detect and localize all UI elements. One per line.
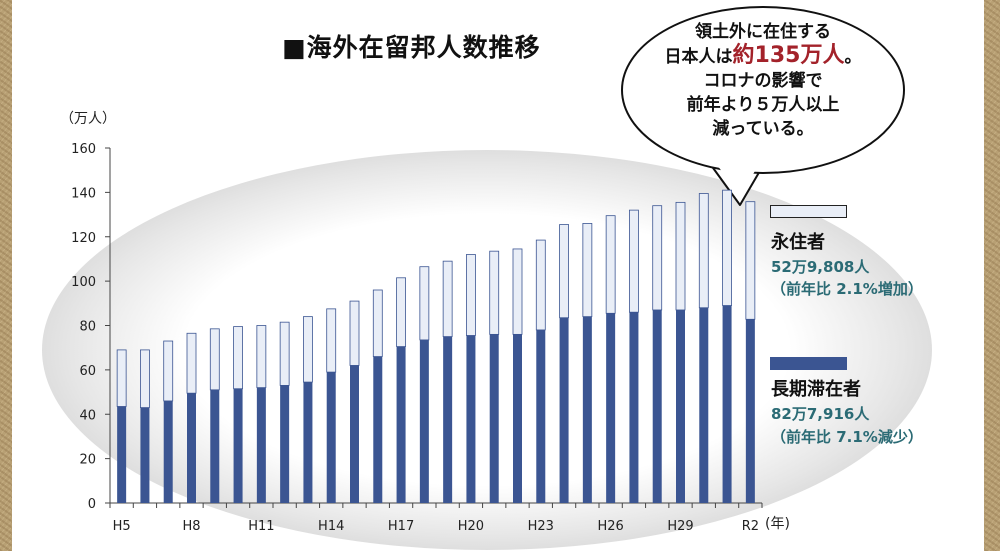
bar-long-term bbox=[233, 388, 243, 503]
bar-long-term bbox=[606, 313, 616, 503]
speech-bubble-join bbox=[706, 146, 770, 196]
bar-permanent bbox=[559, 224, 569, 319]
bar-permanent bbox=[535, 239, 546, 331]
callout-line-2: 日本人は約135万人。 bbox=[664, 43, 862, 68]
bar-permanent bbox=[233, 326, 243, 390]
y-tick-label: 80 bbox=[79, 320, 96, 335]
bar-long-term bbox=[513, 334, 522, 503]
bar-permanent bbox=[349, 300, 360, 366]
bar-long-term bbox=[210, 389, 220, 503]
y-tick-label: 100 bbox=[71, 275, 96, 290]
bar-long-term bbox=[280, 385, 290, 503]
callout-line-3: コロナの影響で bbox=[703, 71, 823, 91]
y-axis-unit: （万人） bbox=[60, 111, 116, 127]
bar-permanent bbox=[186, 332, 197, 394]
y-tick-label: 140 bbox=[71, 186, 96, 201]
y-tick-label: 20 bbox=[79, 453, 96, 468]
callout-text: 領土外に在住する 日本人は約135万人。 コロナの影響で 前年より５万人以上 減… bbox=[632, 20, 894, 141]
legend-name-long-term: 長期滞在者 bbox=[771, 379, 861, 400]
bar-permanent bbox=[116, 349, 127, 407]
chart-title: ■海外在留邦人数推移 bbox=[282, 33, 541, 62]
legend-value-long-term: 82万7,916人 bbox=[771, 405, 870, 423]
bar-long-term bbox=[745, 319, 755, 503]
x-axis-unit: (年) bbox=[765, 516, 790, 532]
bar-permanent bbox=[442, 260, 453, 337]
bar-long-term bbox=[140, 407, 150, 503]
bar-long-term bbox=[699, 307, 709, 503]
legend-value-permanent: 52万9,808人 bbox=[771, 258, 870, 276]
bar-permanent bbox=[722, 189, 732, 306]
bar-long-term bbox=[326, 372, 336, 503]
x-tick-label: R2 bbox=[742, 519, 759, 534]
bar-permanent bbox=[163, 340, 174, 402]
x-tick-label: H14 bbox=[318, 519, 344, 534]
speech-bubble bbox=[621, 6, 905, 206]
y-tick-label: 0 bbox=[88, 497, 96, 512]
bar-long-term bbox=[466, 335, 476, 503]
legend-change-long-term: （前年比 7.1%減少） bbox=[771, 428, 923, 446]
y-tick-label: 60 bbox=[79, 364, 96, 379]
callout-line-4: 前年より５万人以上 bbox=[686, 95, 840, 115]
x-tick-label: H11 bbox=[248, 519, 274, 534]
x-tick-label: H5 bbox=[113, 519, 131, 534]
bar-permanent bbox=[629, 209, 639, 313]
bar-permanent bbox=[256, 325, 267, 389]
y-tick-label: 160 bbox=[71, 142, 96, 157]
bar-long-term bbox=[117, 406, 127, 503]
bar-long-term bbox=[722, 305, 732, 503]
bar-permanent bbox=[489, 250, 500, 335]
callout-line-5: 減っている。 bbox=[712, 119, 814, 139]
legend-change-permanent: （前年比 2.1%増加） bbox=[771, 280, 923, 298]
x-tick-label: H8 bbox=[182, 519, 200, 534]
legend-swatch-permanent bbox=[770, 205, 847, 218]
bar-long-term bbox=[187, 393, 196, 503]
x-tick-label: H26 bbox=[597, 519, 623, 534]
y-tick-label: 40 bbox=[79, 408, 96, 423]
bar-permanent bbox=[466, 254, 476, 336]
bar-permanent bbox=[419, 266, 430, 341]
bar-long-term bbox=[489, 334, 499, 503]
x-tick-label: H20 bbox=[458, 519, 484, 534]
bar-permanent bbox=[652, 205, 663, 311]
bar-permanent bbox=[396, 277, 406, 347]
x-tick-label: H29 bbox=[667, 519, 693, 534]
bar-permanent bbox=[326, 308, 337, 373]
y-tick-label: 120 bbox=[71, 231, 96, 246]
x-tick-label: H23 bbox=[528, 519, 554, 534]
bar-long-term bbox=[419, 339, 429, 503]
bar-permanent bbox=[303, 316, 313, 383]
bar-long-term bbox=[350, 365, 359, 503]
bar-long-term bbox=[676, 309, 685, 503]
bar-permanent bbox=[372, 289, 383, 357]
legend-swatch-long-term bbox=[770, 357, 847, 370]
bar-long-term bbox=[303, 382, 313, 503]
legend-name-permanent: 永住者 bbox=[771, 232, 825, 253]
bar-long-term bbox=[256, 387, 266, 503]
speech-bubble-body bbox=[621, 6, 905, 174]
bar-permanent bbox=[209, 328, 220, 391]
bar-permanent bbox=[675, 201, 686, 311]
bar-long-term bbox=[396, 346, 406, 503]
bar-long-term bbox=[163, 400, 173, 503]
bar-permanent bbox=[605, 215, 616, 314]
bar-long-term bbox=[373, 356, 383, 503]
bar-long-term bbox=[652, 309, 662, 503]
bar-permanent bbox=[279, 321, 290, 386]
bar-permanent bbox=[582, 223, 593, 318]
callout-line-1: 領土外に在住する bbox=[695, 22, 831, 42]
bar-long-term bbox=[629, 312, 639, 503]
bar-long-term bbox=[443, 336, 453, 503]
bar-permanent bbox=[698, 193, 709, 309]
bar-permanent bbox=[745, 201, 756, 320]
bar-long-term bbox=[536, 329, 546, 503]
bar-long-term bbox=[559, 317, 569, 503]
x-tick-label: H17 bbox=[388, 519, 414, 534]
bar-permanent bbox=[140, 349, 150, 408]
callout-highlight: 約135万人 bbox=[732, 43, 845, 68]
bar-permanent bbox=[512, 248, 523, 335]
bar-long-term bbox=[582, 316, 592, 503]
